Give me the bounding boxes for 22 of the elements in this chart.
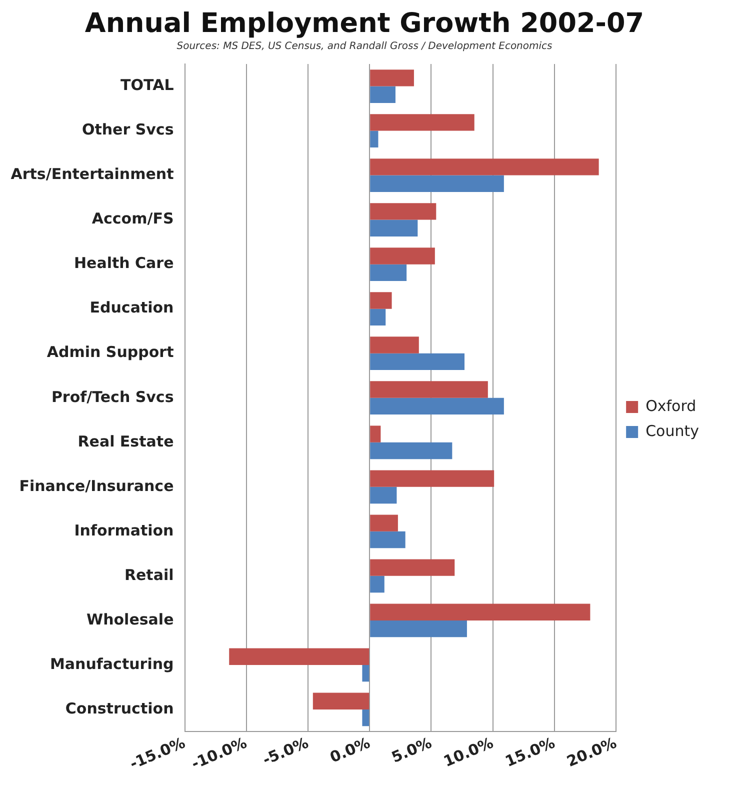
x-tick-label: 5.0% (388, 734, 434, 766)
y-tick-label: Finance/Insurance (19, 476, 174, 495)
y-tick-label: Real Estate (78, 432, 174, 450)
y-tick-label: Retail (124, 566, 174, 584)
y-tick-label: Construction (65, 699, 174, 718)
y-tick-label: Prof/Tech Svcs (51, 388, 174, 406)
y-tick-label: Information (74, 521, 174, 540)
y-tick-label: Education (90, 298, 174, 317)
y-tick-label: Wholesale (86, 610, 174, 628)
y-tick-label: Health Care (74, 254, 174, 272)
legend-label: Oxford (646, 396, 696, 415)
x-tick-label: 0.0% (327, 734, 373, 766)
legend-label: County (646, 422, 700, 440)
x-tick-label: -5.0% (260, 734, 312, 769)
y-tick-label: Admin Support (46, 343, 174, 362)
chart-subtitle: Sources: MS DES, US Census, and Randall Gross / Development Economics (176, 41, 554, 52)
chart-title: Annual Employment Growth 2002-07 (84, 8, 646, 39)
y-tick-label: Accom/FS (92, 210, 174, 228)
y-tick-label: Manufacturing (50, 654, 174, 673)
y-tick-label: Other Svcs (82, 120, 174, 139)
y-tick-label: Arts/Entertainment (10, 165, 174, 184)
y-tick-label: TOTAL (120, 76, 174, 94)
